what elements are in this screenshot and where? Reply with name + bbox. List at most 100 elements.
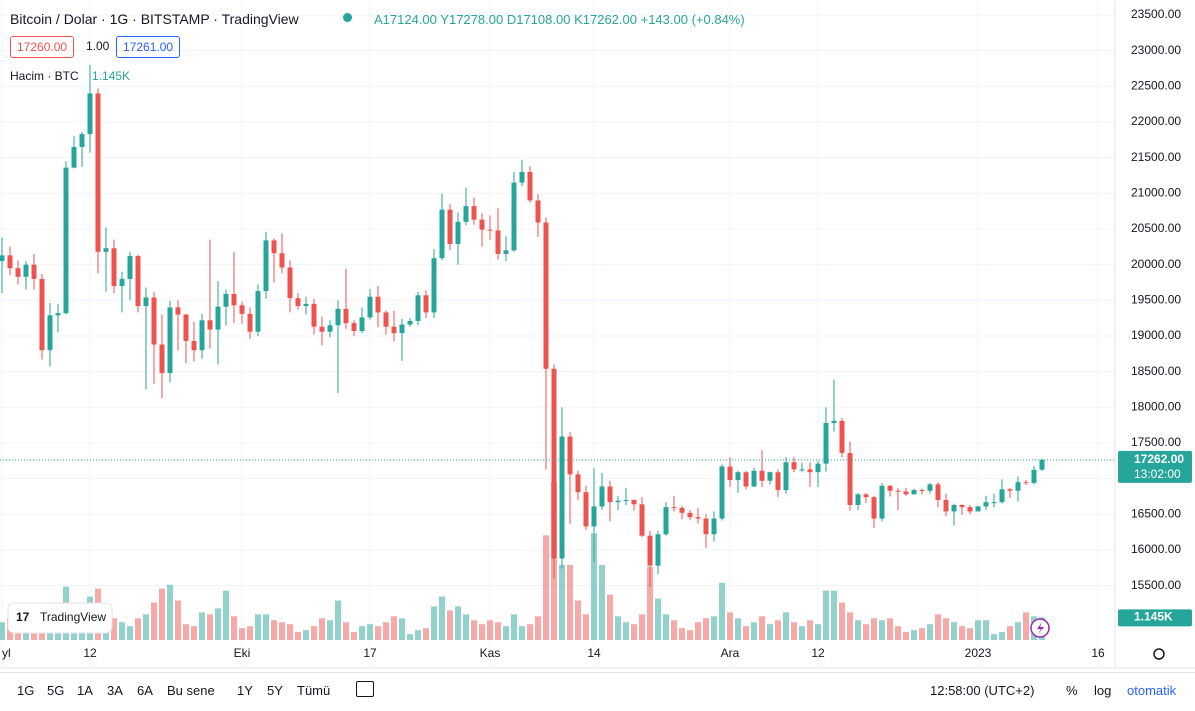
candle-body xyxy=(879,485,885,519)
volume-bar xyxy=(111,618,117,640)
candle-body xyxy=(703,518,709,535)
volume-bar xyxy=(543,535,549,640)
candle-body xyxy=(479,219,485,230)
volume-bar xyxy=(487,620,493,640)
candle-body xyxy=(623,500,629,502)
candle-body xyxy=(151,297,157,345)
range-button[interactable]: 3A xyxy=(107,683,123,698)
sell-button[interactable]: 17260.00 xyxy=(10,36,75,58)
candle-body xyxy=(263,240,269,292)
volume-bar xyxy=(463,614,469,640)
date-range-icon[interactable] xyxy=(356,681,374,697)
range-button[interactable]: 5G xyxy=(47,683,65,698)
y-tick-label: 22000.00 xyxy=(1131,114,1181,128)
candle-body xyxy=(431,258,437,313)
auto-toggle[interactable]: otomatik xyxy=(1127,683,1177,698)
x-tick-label: Kas xyxy=(480,646,501,660)
volume-bar xyxy=(279,622,285,640)
range-button[interactable]: Tümü xyxy=(297,683,331,698)
volume-bar xyxy=(143,614,149,640)
volume-bar xyxy=(903,632,909,640)
volume-bar xyxy=(311,626,317,640)
volume-bar xyxy=(503,626,509,640)
candle-body xyxy=(183,314,189,341)
settings-icon[interactable] xyxy=(1153,648,1165,660)
volume-bar xyxy=(207,614,213,640)
range-button[interactable]: Bu sene xyxy=(167,683,215,698)
candle-body xyxy=(751,470,757,487)
volume-bar xyxy=(847,612,853,640)
range-button[interactable]: 5Y xyxy=(267,683,283,698)
volume-bar xyxy=(167,584,173,640)
volume-bar xyxy=(727,612,733,640)
candle-body xyxy=(55,313,61,316)
volume-bar xyxy=(191,626,197,640)
volume-bar xyxy=(535,616,541,640)
candle-body xyxy=(207,320,213,330)
candle-body xyxy=(335,308,341,326)
candle-body xyxy=(735,472,741,481)
candle-body xyxy=(1031,469,1037,483)
volume-bar xyxy=(631,624,637,640)
range-button[interactable]: 1Y xyxy=(237,683,253,698)
range-button[interactable]: 1A xyxy=(77,683,93,698)
volume-bar xyxy=(639,614,645,640)
logo-text: TradingView xyxy=(40,610,106,624)
volume-bar xyxy=(767,624,773,640)
volume-bar xyxy=(327,620,333,640)
candle-body xyxy=(775,472,781,491)
range-button[interactable]: 1G xyxy=(17,683,35,698)
log-toggle[interactable]: log xyxy=(1094,683,1112,698)
volume-bar xyxy=(895,626,901,640)
volume-bar xyxy=(0,622,5,640)
y-tick-label: 20000.00 xyxy=(1131,257,1181,271)
ohlc-high: Y17278.00 xyxy=(440,12,504,27)
volume-bar xyxy=(567,564,573,640)
candle-body xyxy=(535,200,541,223)
ohlc: A17124.00 Y17278.00 D17108.00 K17262.00 … xyxy=(374,12,745,27)
volume-bar xyxy=(615,616,621,640)
price-pane xyxy=(0,64,1115,588)
candle-body xyxy=(719,466,725,519)
buy-button[interactable]: 17261.00 xyxy=(116,36,181,58)
volume-bar xyxy=(215,608,221,640)
candle-body xyxy=(551,368,557,559)
volume-bar xyxy=(575,600,581,640)
percent-toggle[interactable]: % xyxy=(1066,683,1078,698)
volume-bar xyxy=(407,634,413,640)
x-tick-label: 14 xyxy=(587,646,601,660)
volume-bar xyxy=(263,614,269,640)
toolbar: 12:58:00 (UTC+2) % log otomatik 1G 5G 1A 3A… xyxy=(0,672,1195,711)
x-tick-label: 16 xyxy=(1091,646,1105,660)
range-button[interactable]: 6A xyxy=(137,683,153,698)
x-tick-label: 2023 xyxy=(965,646,992,660)
candle-body xyxy=(919,490,925,492)
candle-body xyxy=(615,500,621,503)
candle-body xyxy=(1015,482,1021,491)
candle-body xyxy=(135,256,141,307)
x-tick-label: 12 xyxy=(83,646,97,660)
volume-bar xyxy=(671,620,677,640)
ohlc-close: K17262.00 xyxy=(574,12,637,27)
candle-body xyxy=(439,209,445,259)
volume-bar xyxy=(335,600,341,640)
candle-body xyxy=(583,492,589,527)
candle-body xyxy=(239,305,245,314)
y-tick-label: 20500.00 xyxy=(1131,221,1181,235)
x-tick-label: yl xyxy=(2,646,11,660)
volume-bar xyxy=(359,626,365,640)
volume-bar xyxy=(735,618,741,640)
volume-bar xyxy=(831,590,837,640)
candle-body xyxy=(143,297,149,307)
volume-bar xyxy=(583,614,589,640)
volume-bar xyxy=(591,533,597,640)
logo[interactable]: 17 TradingView xyxy=(7,602,113,634)
candle-body xyxy=(167,307,173,374)
candle-body xyxy=(303,303,309,307)
candle-body xyxy=(455,221,461,244)
logo-box[interactable] xyxy=(7,602,113,634)
candle-body xyxy=(383,312,389,327)
volume-bar xyxy=(679,628,685,640)
volume-bar xyxy=(815,624,821,640)
candle-body xyxy=(47,315,53,351)
